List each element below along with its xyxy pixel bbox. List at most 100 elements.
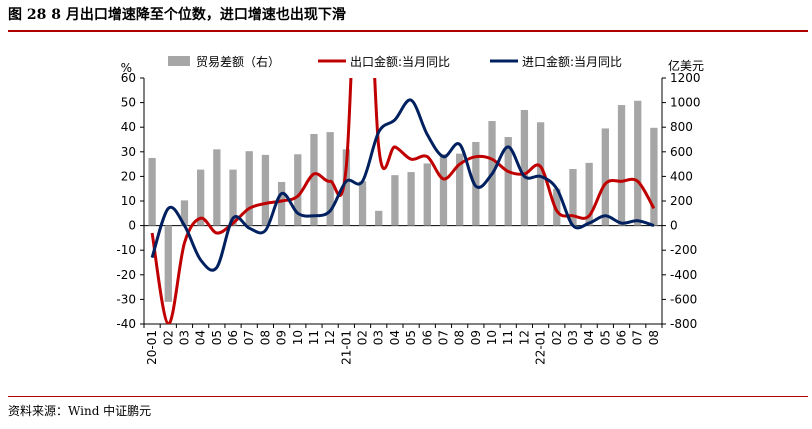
x-tick-label: 06 — [615, 330, 629, 345]
x-tick-label: 04 — [582, 330, 596, 345]
x-tick-label: 12 — [517, 330, 531, 345]
bar-trade-balance — [553, 188, 561, 226]
x-tick-label: 05 — [404, 330, 418, 345]
x-tick-label: 04 — [388, 330, 402, 345]
bar-trade-balance — [148, 157, 156, 226]
bar-trade-balance — [585, 162, 593, 226]
bar-trade-balance — [439, 154, 448, 226]
bars-trade-balance — [148, 100, 658, 302]
x-tick-label: 07 — [436, 330, 450, 345]
bar-trade-balance — [326, 132, 334, 226]
bar-trade-balance — [261, 154, 270, 226]
right-tick-label: 200 — [670, 194, 693, 208]
title-rule — [8, 30, 808, 32]
axes: -40 -30 -20 -10 0 10 20 30 40 50 60% -800 -600 -400 -2… — [116, 58, 704, 365]
right-tick-label: -400 — [670, 268, 697, 282]
x-tick-label: 10 — [485, 330, 499, 345]
left-tick-label: 20 — [121, 169, 136, 183]
left-tick-label: -10 — [116, 243, 136, 257]
legend-label-import: 进口金额:当月同比 — [522, 54, 622, 69]
right-tick-label: -800 — [670, 317, 697, 331]
chart: -40 -30 -20 -10 0 10 20 30 40 50 60% -800 -600 -400 -2… — [116, 54, 704, 365]
right-tick-label: 0 — [670, 219, 678, 233]
line-export-yoy — [150, 78, 656, 324]
bar-trade-balance — [375, 210, 383, 226]
right-tick-label: -600 — [670, 292, 697, 306]
x-tick-label: 06 — [226, 330, 240, 345]
bar-trade-balance — [601, 128, 609, 226]
left-tick-label: -30 — [116, 292, 136, 306]
bar-trade-balance — [407, 172, 415, 226]
x-tick-label: 22-01 — [534, 330, 548, 365]
bar-trade-balance — [245, 151, 253, 226]
bar-trade-balance — [197, 169, 205, 226]
x-tick-label: 11 — [501, 330, 515, 345]
legend-swatch-bar — [168, 56, 190, 66]
bar-trade-balance — [504, 137, 512, 226]
x-tick-label: 12 — [323, 330, 337, 345]
left-tick-label: 50 — [121, 96, 136, 110]
x-tick-label: 04 — [194, 330, 208, 345]
x-tick-label: 05 — [598, 330, 612, 345]
bar-trade-balance — [180, 200, 189, 226]
bar-trade-balance — [569, 169, 577, 226]
bar-trade-balance — [456, 153, 464, 226]
bar-trade-balance — [229, 169, 237, 226]
bar-trade-balance — [294, 154, 302, 226]
right-tick-label: 1000 — [670, 96, 701, 110]
x-tick-label: 07 — [242, 330, 256, 345]
bar-trade-balance — [164, 225, 172, 302]
left-tick-label: 10 — [121, 194, 136, 208]
bar-trade-balance — [358, 181, 367, 226]
x-tick-label: 02 — [356, 330, 370, 345]
x-tick-label: 08 — [647, 330, 661, 345]
bar-trade-balance — [423, 163, 431, 226]
x-tick-label: 10 — [291, 330, 305, 345]
source-note: 资料来源：Wind 中证鹏元 — [8, 404, 152, 418]
x-tick-label: 09 — [469, 330, 483, 345]
bar-trade-balance — [617, 105, 626, 226]
x-tick-label: 03 — [372, 330, 386, 345]
left-tick-label: -40 — [116, 317, 136, 331]
bar-trade-balance — [213, 149, 221, 226]
bar-trade-balance — [277, 181, 286, 226]
x-tick-label: 20-01 — [145, 330, 159, 365]
x-tick-label: 08 — [453, 330, 467, 345]
line-import-yoy — [150, 98, 655, 272]
left-axis-unit: % — [121, 61, 132, 75]
x-tick-label: 06 — [420, 330, 434, 345]
right-axis-unit: 亿美元 — [668, 58, 704, 73]
right-tick-label: 400 — [670, 169, 693, 183]
x-tick-label: 09 — [275, 330, 289, 345]
right-tick-label: 1200 — [670, 71, 701, 85]
left-tick-label: 30 — [121, 145, 136, 159]
x-tick-label: 02 — [161, 330, 175, 345]
x-tick-label: 21-01 — [339, 330, 353, 365]
bar-trade-balance — [520, 109, 529, 226]
right-tick-label: 600 — [670, 145, 693, 159]
legend-label-export: 出口金额:当月同比 — [350, 54, 450, 69]
left-tick-label: 0 — [128, 219, 136, 233]
x-tick-label: 03 — [566, 330, 580, 345]
bar-trade-balance — [342, 149, 350, 226]
left-tick-label: -20 — [116, 268, 136, 282]
x-tick-label: 05 — [210, 330, 224, 345]
legend: 贸易差额（右） 出口金额:当月同比 进口金额:当月同比 — [168, 54, 622, 69]
x-tick-label: 11 — [307, 330, 321, 345]
right-tick-label: 800 — [670, 120, 693, 134]
right-tick-label: -200 — [670, 243, 697, 257]
left-tick-label: 40 — [121, 120, 136, 134]
x-tick-label: 02 — [550, 330, 564, 345]
bar-trade-balance — [650, 127, 658, 226]
legend-label-trade-balance: 贸易差额（右） — [196, 54, 280, 69]
source-rule — [8, 396, 808, 397]
series-lines — [150, 78, 656, 324]
bar-trade-balance — [536, 122, 545, 226]
bar-trade-balance — [634, 100, 642, 226]
x-tick-label: 07 — [631, 330, 645, 345]
bar-trade-balance — [391, 175, 399, 226]
bar-trade-balance — [310, 133, 318, 226]
figure-title: 图 28 8 月出口增速降至个位数，进口增速也出现下滑 — [8, 7, 346, 23]
x-tick-label: 08 — [258, 330, 272, 345]
x-tick-label: 03 — [177, 330, 191, 345]
